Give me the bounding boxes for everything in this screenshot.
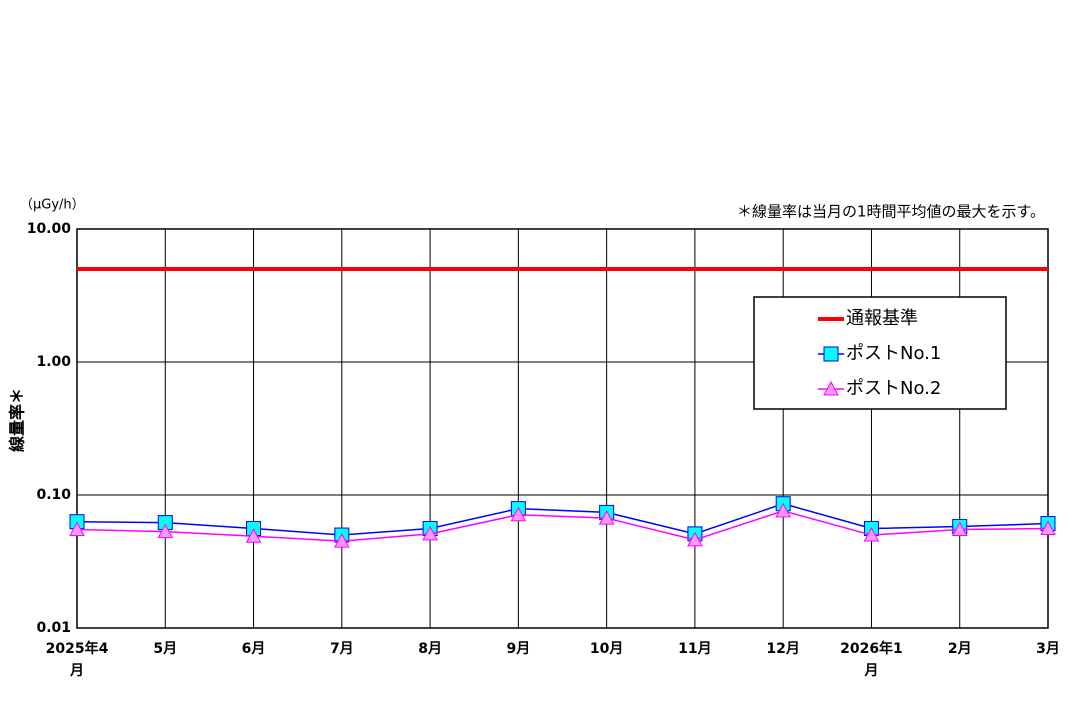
series-line <box>76 502 1049 536</box>
data-point <box>69 521 85 537</box>
data-point <box>687 531 703 547</box>
y-tick-label: 0.01 <box>36 620 71 636</box>
y-tick-label: 0.10 <box>36 487 71 503</box>
data-point <box>598 510 615 525</box>
x-tick-label: 8月 <box>418 641 442 657</box>
legend-box <box>753 296 1007 410</box>
plot-frame <box>76 228 1049 629</box>
data-point <box>951 521 968 537</box>
x-tick-label: 7月 <box>329 641 354 657</box>
x-tick-label: 5月 <box>153 641 178 657</box>
note: ＊線量率は当月の1時間平均値の最大を示す。 <box>737 203 1045 221</box>
data-point <box>157 523 174 539</box>
legend-label: ポストNo.2 <box>846 378 941 399</box>
legend-label: ポストNo.1 <box>846 343 941 364</box>
data-point <box>1040 520 1056 535</box>
data-point <box>333 533 350 548</box>
x-tick-label: 2月 <box>947 641 972 657</box>
x-tick-label: 2025年4月 <box>45 641 109 679</box>
legend-marker <box>823 346 839 362</box>
y-tick-label: 1.00 <box>36 354 71 370</box>
x-tick-label: 11月 <box>678 641 712 657</box>
x-tick-label: 9月 <box>506 641 531 657</box>
data-point <box>422 525 438 541</box>
x-tick-label: 3月 <box>1036 641 1060 657</box>
data-point <box>245 528 262 543</box>
y-tick-label: 10.00 <box>27 221 72 237</box>
series-line <box>76 510 1049 542</box>
legend-label: 通報基準 <box>846 308 918 329</box>
x-tick-label: 10月 <box>589 641 624 657</box>
y-axis-label: 線量率＊ <box>8 388 27 452</box>
legend-marker <box>823 380 839 396</box>
data-point <box>510 506 527 522</box>
x-tick-label: 6月 <box>241 641 266 657</box>
data-point <box>775 502 792 518</box>
x-tick-label: 12月 <box>766 641 800 657</box>
unit-label: （μGy/h） <box>20 198 85 213</box>
data-point <box>863 526 880 542</box>
x-tick-label: 2026年1月 <box>840 641 903 679</box>
